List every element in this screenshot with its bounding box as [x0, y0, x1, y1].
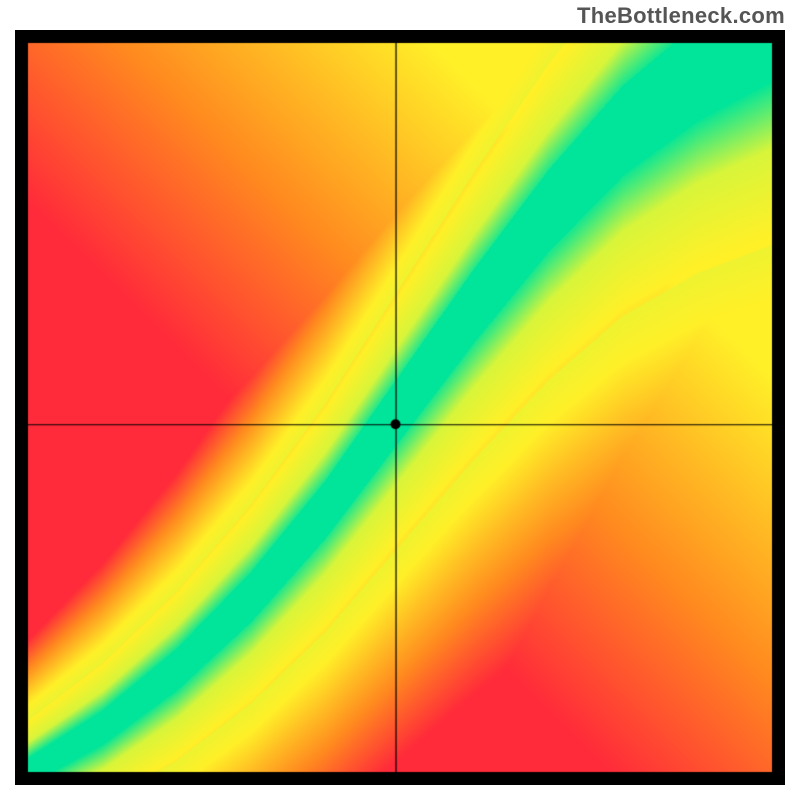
plot-frame	[15, 30, 785, 785]
watermark-text: TheBottleneck.com	[577, 3, 785, 29]
heatmap-canvas	[15, 30, 785, 785]
chart-container: TheBottleneck.com	[0, 0, 800, 800]
